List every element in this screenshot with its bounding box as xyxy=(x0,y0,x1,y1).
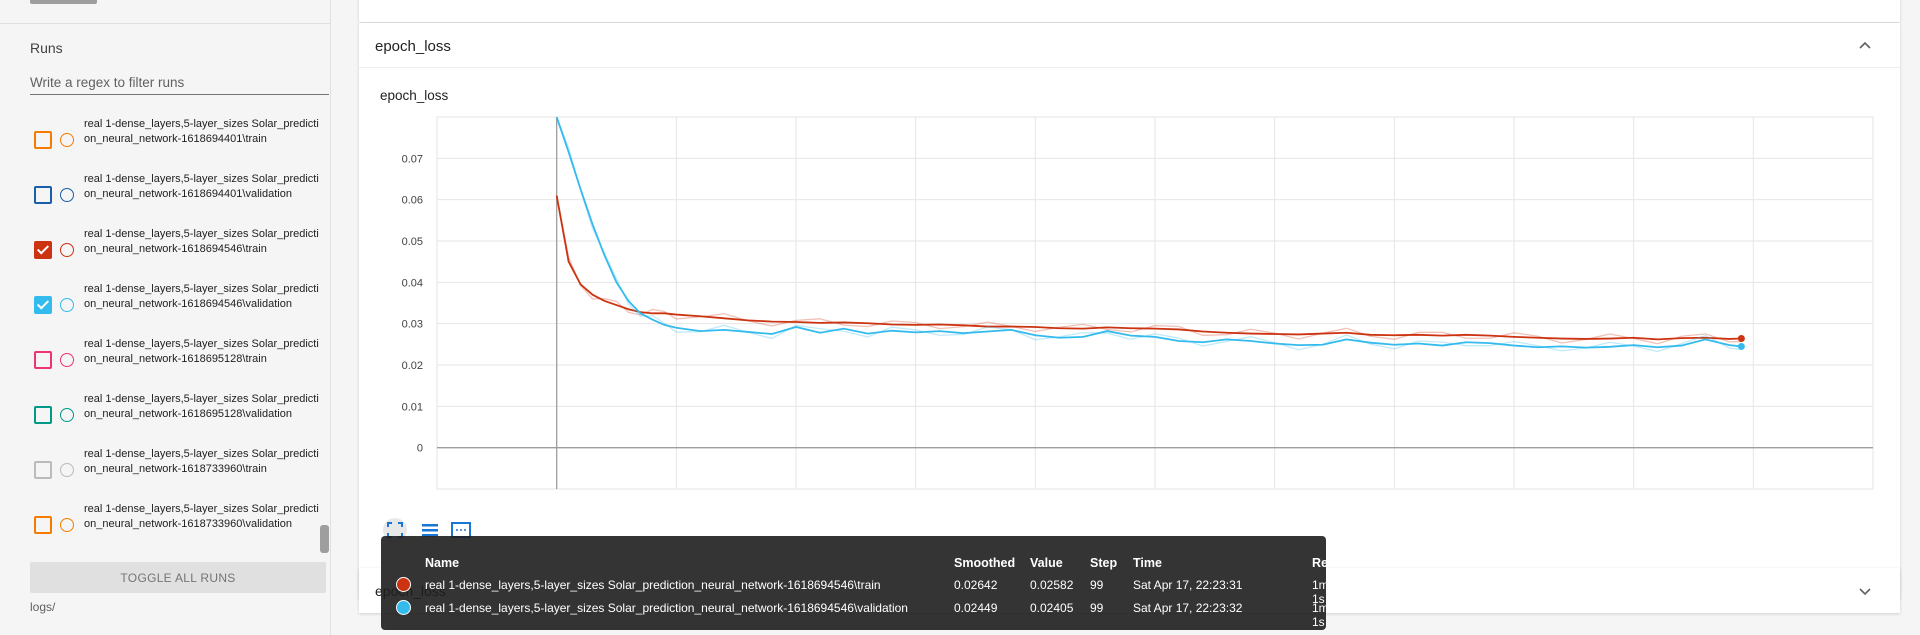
tooltip-cell: 1m 1s xyxy=(1312,578,1329,606)
tooltip-cell: real 1-dense_layers,5-layer_sizes Solar_… xyxy=(425,578,881,592)
run-checkbox[interactable] xyxy=(34,186,52,204)
sidebar-scrollbar[interactable] xyxy=(320,525,329,553)
run-filter-input[interactable] xyxy=(30,71,329,95)
run-checkbox[interactable] xyxy=(34,351,52,369)
chevron-down-icon[interactable] xyxy=(1855,581,1875,601)
run-color-dot[interactable] xyxy=(60,518,74,532)
runs-sidebar: Runs real 1-dense_layers,5-layer_sizes S… xyxy=(0,0,331,635)
run-item[interactable]: real 1-dense_layers,5-layer_sizes Solar_… xyxy=(0,498,322,553)
tooltip-cell: 0.02582 xyxy=(1030,578,1074,592)
run-item[interactable]: real 1-dense_layers,5-layer_sizes Solar_… xyxy=(0,333,322,388)
chart-tooltip: Name Smoothed Value Step Time Relative real 1-… xyxy=(381,536,1360,630)
run-color-dot[interactable] xyxy=(60,298,74,312)
tooltip-series-swatch xyxy=(396,600,411,615)
run-list: real 1-dense_layers,5-layer_sizes Solar_… xyxy=(0,113,322,555)
card-header[interactable]: epoch_loss xyxy=(359,23,1900,68)
tooltip-header: Time xyxy=(1133,556,1162,570)
run-label: real 1-dense_layers,5-layer_sizes Solar_… xyxy=(84,173,319,200)
tooltip-header: Name xyxy=(425,556,460,570)
run-color-dot[interactable] xyxy=(60,243,74,257)
run-checkbox[interactable] xyxy=(34,461,52,479)
run-label: real 1-dense_layers,5-layer_sizes Solar_… xyxy=(84,393,319,420)
tooltip-header: Step xyxy=(1090,556,1118,570)
tooltip-cell: Sat Apr 17, 22:23:31 xyxy=(1133,578,1243,592)
run-color-dot[interactable] xyxy=(60,188,74,202)
run-checkbox[interactable] xyxy=(34,296,52,314)
run-checkbox[interactable] xyxy=(34,241,52,259)
y-tick-label: 0.01 xyxy=(402,401,423,413)
run-item[interactable]: real 1-dense_layers,5-layer_sizes Solar_… xyxy=(0,168,322,223)
run-label: real 1-dense_layers,5-layer_sizes Solar_… xyxy=(84,228,319,255)
run-color-dot[interactable] xyxy=(60,353,74,367)
run-item[interactable]: real 1-dense_layers,5-layer_sizes Solar_… xyxy=(0,388,322,443)
tooltip-header: Value xyxy=(1030,556,1063,570)
log-scale-icon[interactable] xyxy=(418,518,442,542)
run-label: real 1-dense_layers,5-layer_sizes Solar_… xyxy=(84,448,319,475)
y-tick-label: 0.06 xyxy=(402,195,423,207)
run-color-dot[interactable] xyxy=(60,463,74,477)
top-button[interactable] xyxy=(30,0,97,4)
run-item[interactable]: real 1-dense_layers,5-layer_sizes Solar_… xyxy=(0,443,322,498)
y-tick-label: 0.05 xyxy=(402,236,423,248)
y-tick-label: 0.04 xyxy=(402,277,423,289)
tooltip-cell: 0.02642 xyxy=(954,578,998,592)
chevron-up-icon[interactable] xyxy=(1855,35,1875,55)
y-tick-label: 0.07 xyxy=(402,153,423,165)
tooltip-cell: 99 xyxy=(1090,601,1104,615)
epoch-loss-chart[interactable]: 010203040506070809010000.010.020.030.040… xyxy=(361,108,1893,498)
run-label: real 1-dense_layers,5-layer_sizes Solar_… xyxy=(84,118,319,145)
run-label: real 1-dense_layers,5-layer_sizes Solar_… xyxy=(84,283,319,310)
tooltip-header: Smoothed xyxy=(954,556,1016,570)
log-directory-label: logs/ xyxy=(30,600,56,614)
run-label: real 1-dense_layers,5-layer_sizes Solar_… xyxy=(84,503,319,530)
card-title: epoch_loss xyxy=(375,38,451,55)
run-color-dot[interactable] xyxy=(60,133,74,147)
run-checkbox[interactable] xyxy=(34,516,52,534)
tooltip-header: Relative xyxy=(1312,556,1360,570)
tooltip-cell: 99 xyxy=(1090,578,1104,592)
run-label: real 1-dense_layers,5-layer_sizes Solar_… xyxy=(84,338,319,365)
tooltip-series-swatch xyxy=(396,577,411,592)
toggle-all-runs-button[interactable]: TOGGLE ALL RUNS xyxy=(30,562,326,593)
tooltip-cell: 1m 1s xyxy=(1312,601,1329,629)
run-item[interactable]: real 1-dense_layers,5-layer_sizes Solar_… xyxy=(0,223,322,278)
series-line xyxy=(555,195,1742,341)
run-checkbox[interactable] xyxy=(34,131,52,149)
run-item[interactable]: real 1-dense_layers,5-layer_sizes Solar_… xyxy=(0,278,322,333)
chart-title: epoch_loss xyxy=(380,88,449,103)
series-end-point xyxy=(1737,342,1745,350)
series-line xyxy=(555,116,1742,349)
tooltip-cell: 0.02449 xyxy=(954,601,998,615)
tooltip-cell: 0.02405 xyxy=(1030,601,1074,615)
tooltip-cell: Sat Apr 17, 22:23:32 xyxy=(1133,601,1243,615)
y-tick-label: 0.02 xyxy=(402,360,423,372)
run-item[interactable]: real 1-dense_layers,5-layer_sizes Solar_… xyxy=(0,113,322,168)
y-tick-label: 0 xyxy=(417,443,423,455)
run-checkbox[interactable] xyxy=(34,406,52,424)
sidebar-divider xyxy=(0,23,330,24)
series-end-point xyxy=(1737,334,1745,342)
run-color-dot[interactable] xyxy=(60,408,74,422)
y-tick-label: 0.03 xyxy=(402,319,423,331)
runs-title: Runs xyxy=(30,40,63,56)
previous-card xyxy=(359,0,1900,22)
tooltip-cell: real 1-dense_layers,5-layer_sizes Solar_… xyxy=(425,601,908,615)
